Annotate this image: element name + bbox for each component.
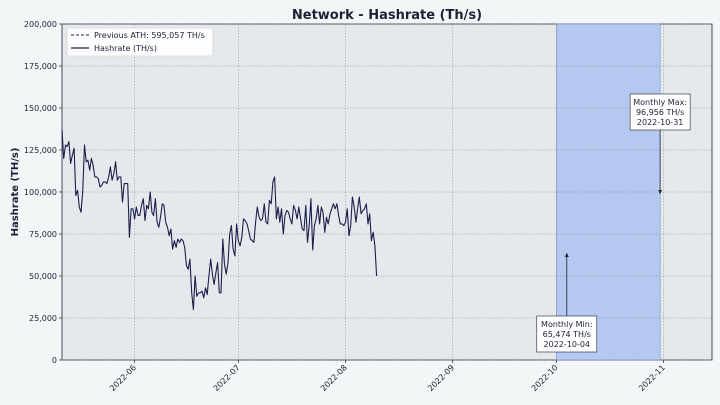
x-tick-label: 2022-07 [212,363,242,393]
annotation-line: Monthly Min: [541,320,592,329]
x-tick-label: 2022-10 [530,363,560,393]
y-tick-label: 125,000 [24,146,57,155]
x-tick-label: 2022-11 [637,363,667,393]
y-tick-label: 100,000 [24,188,57,197]
series-line-hashrate [61,129,378,311]
legend-box [66,27,214,57]
legend-ath-label: Previous ATH: 595,057 TH/s [94,31,205,40]
annotation-line: 65,474 TH/s [543,330,591,339]
y-tick-label: 50,000 [29,272,57,281]
x-tick-label: 2022-09 [426,363,456,393]
annotation-box [629,93,691,131]
legend: Previous ATH: 595,057 TH/s Hashrate (TH/… [66,27,214,57]
annotation-line: 2022-10-04 [544,340,591,349]
annotation-box [536,315,598,353]
legend-hashrate-label: Hashrate (TH/s) [94,44,157,53]
y-tick-label: 175,000 [24,62,57,71]
chart-title: Network - Hashrate (Th/s) [292,8,482,23]
annotation-arrowhead [564,253,569,258]
annotation-arrowhead [658,190,663,195]
y-tick-label: 75,000 [29,230,57,239]
y-tick-label: 150,000 [24,104,57,113]
x-tick-label: 2022-08 [319,363,349,393]
y-axis-label: Hashrate (TH/s) [10,148,21,237]
y-tick-label: 200,000 [24,20,57,29]
y-tick-label: 0 [52,356,57,365]
y-tick-label: 25,000 [29,314,57,323]
annotation-line: 96,956 TH/s [636,108,684,117]
annotation-line: 2022-10-31 [637,118,684,127]
annotation-line: Monthly Max: [633,98,687,107]
x-tick-label: 2022-06 [108,363,138,393]
